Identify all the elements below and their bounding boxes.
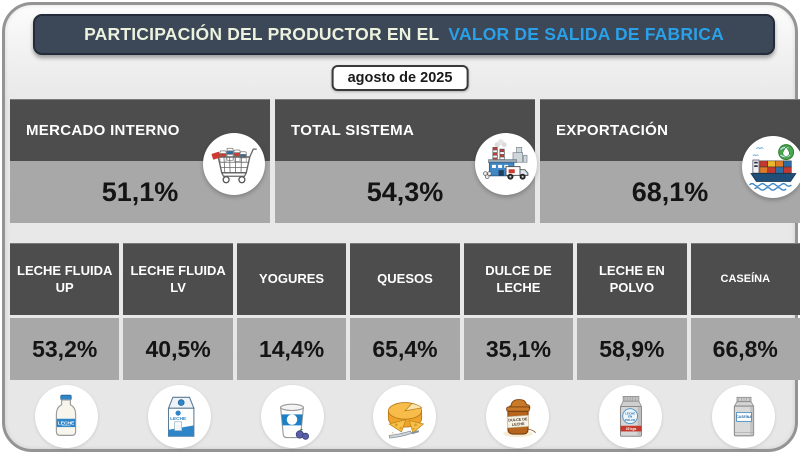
milk-carton-icon: LECHE — [167, 396, 195, 437]
caseina-bag-label: CASEÍNA — [736, 414, 752, 419]
mercado-interno-value: 51,1% — [10, 161, 270, 223]
milk-powder-bag-icon: LECHE EN POLVO 25 kgs — [619, 395, 642, 437]
dulce-de-leche-jar-icon: DULCE DE LECHE — [502, 398, 536, 437]
milk-powder-bag-icon-circle: LECHE EN POLVO 25 kgs — [599, 385, 663, 448]
cheese-icon — [387, 401, 425, 438]
dulce-label-line1: DULCE DE — [508, 417, 528, 422]
caseina-header: CASEÍNA — [690, 243, 800, 315]
milk-carton-icon-circle: LECHE — [147, 385, 211, 448]
caseina-bag-icon-circle: CASEÍNA — [712, 385, 776, 448]
cargo-ship-icon-circle — [742, 136, 800, 198]
title-part-1: PARTICIPACIÓN DEL PRODUCTOR EN EL — [84, 24, 440, 44]
date-label: agosto de 2025 — [331, 65, 469, 91]
yogurt-cup-icon — [280, 403, 310, 440]
dulce-de-leche-header: DULCE DE LECHE — [463, 243, 574, 315]
dulce-de-leche-value: 35,1% — [463, 318, 574, 380]
quesos-value: 65,4% — [350, 318, 460, 380]
powder-label-line3: POLVO — [625, 418, 636, 422]
cargo-ship-icon — [748, 144, 797, 191]
powder-label-line2: EN — [628, 414, 632, 418]
leche-fluida-up-header: LECHE FLUIDA UP — [10, 243, 120, 315]
yogures-header: YOGURES — [236, 243, 347, 315]
dulce-label-line2: LECHE — [512, 421, 525, 426]
quesos-header: QUESOS — [350, 243, 460, 315]
column-leche-fluida-lv: LECHE FLUIDA LV 40,5% — [123, 243, 233, 380]
column-caseina: CASEÍNA 66,8% — [690, 243, 800, 380]
aggregates-section: MERCADO INTERNO 51,1% — [10, 99, 800, 223]
column-yogures: YOGURES 14,4% — [236, 243, 347, 380]
column-leche-en-polvo: LECHE EN POLVO 58,9% — [577, 243, 687, 380]
column-dulce-de-leche: DULCE DE LECHE 35,1% — [463, 243, 574, 380]
factory-truck-icon — [483, 139, 529, 180]
cheese-icon-circle — [373, 385, 437, 448]
dulce-de-leche-jar-icon-circle: DULCE DE LECHE — [486, 385, 550, 448]
caseina-bag-icon: CASEÍNA — [733, 396, 754, 436]
leche-fluida-lv-value: 40,5% — [123, 318, 233, 380]
milk-carton-label: LECHE — [170, 416, 186, 422]
milk-bottle-label: LECHE — [58, 420, 75, 426]
yogurt-cup-icon-circle — [260, 385, 324, 448]
total-sistema-value: 54,3% — [275, 161, 535, 223]
powder-label-line1: LECHE — [625, 411, 635, 415]
products-section: LECHE FLUIDA UP 53,2% LECHE FLUIDA LV 40… — [10, 243, 800, 380]
shopping-cart-icon-circle — [203, 133, 265, 195]
mercado-interno-header: MERCADO INTERNO — [10, 99, 270, 161]
yogures-value: 14,4% — [236, 318, 347, 380]
column-leche-fluida-up: LECHE FLUIDA UP 53,2% — [10, 243, 120, 380]
shopping-cart-icon — [211, 147, 257, 184]
leche-fluida-lv-header: LECHE FLUIDA LV — [123, 243, 233, 315]
title-part-2: VALOR DE SALIDA DE FABRICA — [448, 24, 724, 44]
caseina-value: 66,8% — [690, 318, 800, 380]
title-bar: PARTICIPACIÓN DEL PRODUCTOR EN EL VALOR … — [33, 14, 775, 55]
factory-truck-icon-circle — [475, 133, 537, 195]
column-mercado-interno: MERCADO INTERNO 51,1% — [10, 99, 270, 223]
milk-bottle-icon-circle: LECHE — [34, 385, 98, 448]
milk-bottle-icon: LECHE — [56, 394, 77, 436]
product-icons-row: LECHE LECHE — [10, 385, 800, 448]
column-quesos: QUESOS 65,4% — [350, 243, 460, 380]
column-exportacion: EXPORTACIÓN 68,1% — [540, 99, 800, 223]
leche-en-polvo-value: 58,9% — [577, 318, 687, 380]
leche-en-polvo-header: LECHE EN POLVO — [577, 243, 687, 315]
powder-weight-label: 25 kgs — [625, 426, 636, 430]
leche-fluida-up-value: 53,2% — [10, 318, 120, 380]
column-total-sistema: TOTAL SISTEMA 54,3% — [275, 99, 537, 223]
